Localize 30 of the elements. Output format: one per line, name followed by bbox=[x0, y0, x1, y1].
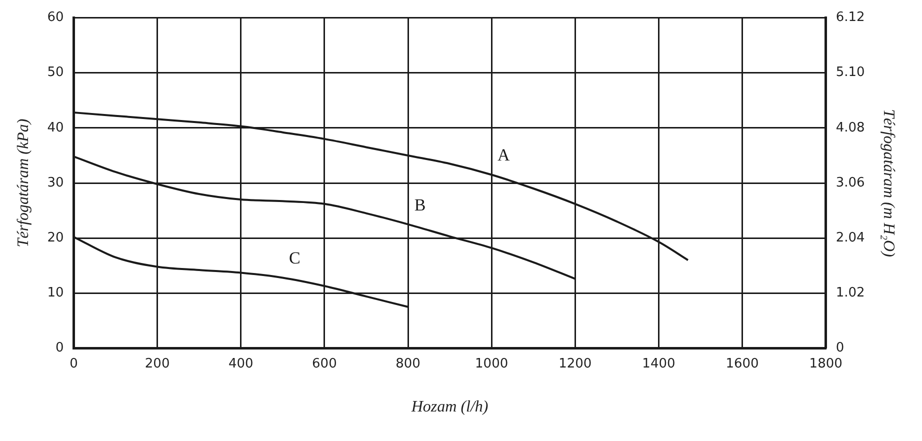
y-tick-label: 20 bbox=[47, 230, 64, 246]
y-tick-label: 50 bbox=[47, 65, 64, 80]
series-label: C bbox=[288, 248, 300, 268]
series-label: A bbox=[497, 146, 510, 165]
y2-tick-label: 5.10 bbox=[836, 65, 865, 80]
y-tick-label: 10 bbox=[47, 286, 64, 301]
x-tick-label: 400 bbox=[228, 356, 254, 372]
x-tick-label: 1600 bbox=[726, 356, 759, 372]
y-tick-label: 30 bbox=[47, 175, 64, 190]
x-tick-label: 1400 bbox=[642, 356, 676, 372]
x-tick-label: 600 bbox=[312, 356, 337, 372]
y-tick-label: 60 bbox=[47, 10, 64, 26]
y2-tick-label: 2.04 bbox=[836, 230, 865, 246]
y2-tick-label: 0 bbox=[836, 340, 844, 356]
x-tick-label: 0 bbox=[70, 356, 78, 372]
y-axis-title: Térfogatáram (kPa) bbox=[14, 118, 32, 248]
x-tick-label: 1200 bbox=[558, 356, 592, 372]
x-tick-label: 200 bbox=[144, 356, 170, 372]
x-tick-label: 1800 bbox=[809, 356, 842, 372]
y-tick-label: 0 bbox=[55, 340, 64, 356]
y2-tick-label: 4.08 bbox=[836, 120, 865, 136]
y2-tick-label: 6.12 bbox=[836, 10, 865, 26]
x-axis-title: Hozam (l/h) bbox=[410, 398, 488, 416]
y2-axis-title: Térfogatáram (m H₂O) bbox=[880, 109, 898, 257]
x-tick-label: 1000 bbox=[475, 356, 508, 372]
y2-tick-label: 3.06 bbox=[836, 175, 865, 190]
y2-tick-label: 1.02 bbox=[836, 286, 865, 301]
y-tick-label: 40 bbox=[47, 120, 64, 136]
x-tick-label: 800 bbox=[396, 356, 420, 372]
series-label: B bbox=[414, 195, 426, 214]
